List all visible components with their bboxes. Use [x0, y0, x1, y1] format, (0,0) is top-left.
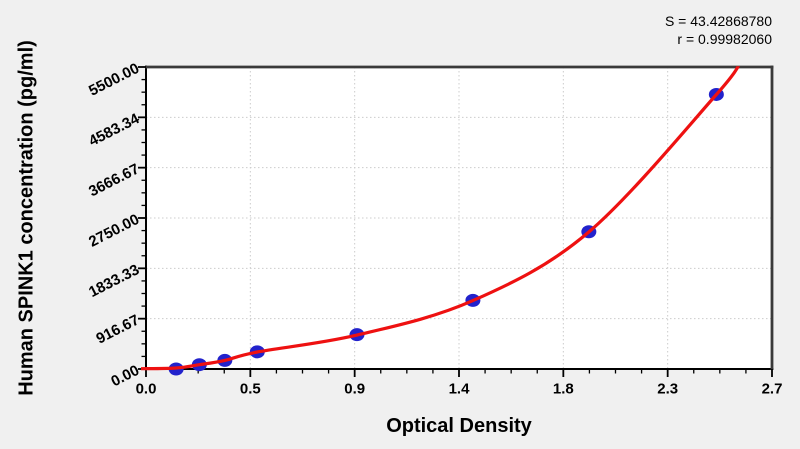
r-value-label: r = 0.99982060: [677, 30, 772, 47]
x-tick-label: 2.3: [657, 381, 678, 398]
y-tick-label: 916.67: [93, 312, 142, 348]
y-tick-label: 2750.00: [86, 211, 142, 251]
x-tick-label: 0.5: [240, 381, 261, 398]
s-value-label: S = 43.42868780: [664, 13, 772, 29]
x-tick-label: 1.8: [553, 381, 574, 398]
x-tick-label: 0.0: [136, 381, 157, 398]
x-axis-title: Optical Density: [386, 415, 532, 437]
x-tick-label: 2.7: [762, 381, 783, 398]
y-tick-label: 3666.67: [86, 161, 142, 201]
y-tick-label: 4583.34: [86, 110, 143, 150]
x-tick-label: 0.9: [344, 381, 365, 398]
y-tick-label: 1833.33: [86, 261, 142, 301]
fit-statistics: S = 43.42868780 r = 0.99982060: [665, 13, 772, 48]
y-axis-title: Human SPINK1 concentration (pg/ml): [15, 40, 38, 396]
x-tick-label: 1.4: [449, 381, 471, 398]
y-tick-label: 5500.00: [86, 60, 142, 100]
fitted-curve: [141, 66, 741, 371]
